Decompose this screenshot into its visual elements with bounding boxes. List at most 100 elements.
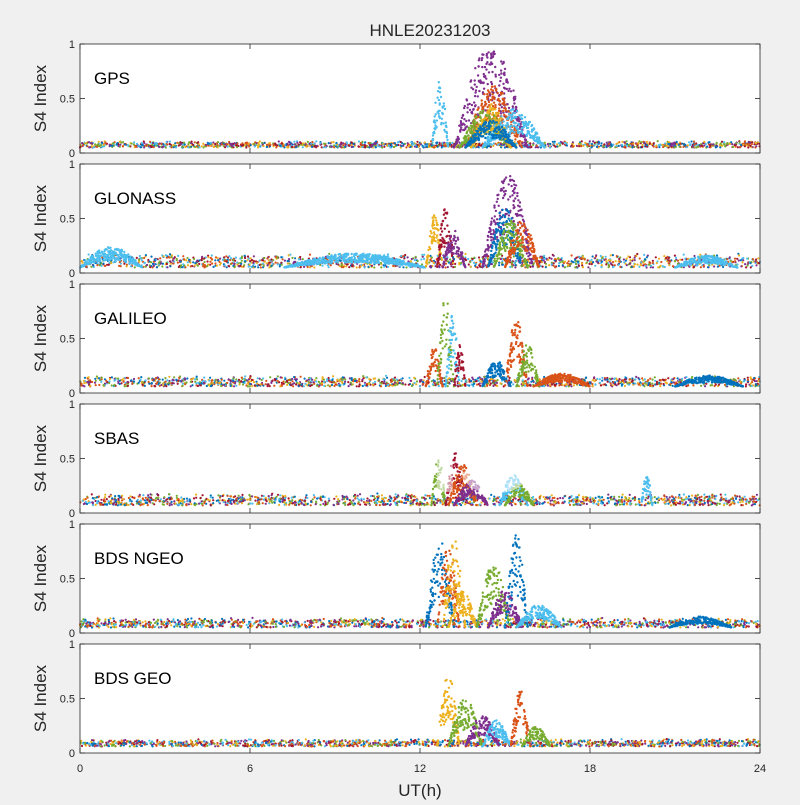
data-point — [373, 266, 375, 268]
data-point — [692, 146, 694, 148]
data-point — [213, 146, 215, 148]
data-point — [578, 256, 580, 258]
data-point — [375, 262, 377, 264]
data-point — [199, 146, 201, 148]
data-point — [621, 144, 623, 146]
data-point — [140, 265, 142, 267]
data-point — [527, 130, 529, 132]
data-point — [103, 250, 105, 252]
data-point — [512, 142, 514, 144]
data-point — [280, 262, 282, 264]
data-point — [619, 266, 621, 268]
data-point — [514, 96, 516, 98]
data-point — [293, 141, 295, 143]
data-point — [296, 264, 298, 266]
data-point — [366, 257, 368, 259]
data-point — [328, 266, 330, 268]
data-point — [166, 141, 168, 143]
data-point — [475, 134, 477, 136]
data-point — [429, 266, 431, 268]
data-point — [480, 129, 482, 131]
data-point — [701, 145, 703, 147]
data-point — [605, 260, 607, 262]
data-point — [493, 98, 495, 100]
data-point — [624, 145, 626, 147]
data-point — [598, 141, 600, 143]
data-point — [262, 259, 264, 261]
data-point — [440, 96, 442, 98]
data-point — [643, 142, 645, 144]
data-point — [529, 134, 531, 136]
data-point — [182, 255, 184, 257]
data-point — [310, 143, 312, 145]
data-point — [553, 255, 555, 257]
data-point — [393, 146, 395, 148]
data-point — [161, 265, 163, 267]
data-point — [503, 72, 505, 74]
data-point — [544, 142, 546, 144]
data-point — [319, 142, 321, 144]
data-point — [105, 256, 107, 258]
data-point — [617, 264, 619, 266]
data-point — [489, 106, 491, 108]
data-point — [121, 256, 123, 258]
data-point — [110, 262, 112, 264]
y-tick-label: 0.5 — [60, 94, 75, 106]
data-point — [442, 122, 444, 124]
data-point — [491, 93, 493, 95]
data-point — [462, 129, 464, 131]
data-point — [662, 146, 664, 148]
data-point — [130, 265, 132, 267]
data-point — [108, 264, 110, 266]
data-point — [166, 266, 168, 268]
data-point — [470, 266, 472, 268]
data-point — [635, 255, 637, 257]
data-point — [466, 107, 468, 109]
data-point — [361, 144, 363, 146]
data-point — [483, 82, 485, 84]
data-point — [112, 261, 114, 263]
data-point — [490, 61, 492, 63]
data-point — [173, 257, 175, 259]
data-point — [716, 146, 718, 148]
data-point — [166, 263, 168, 265]
data-point — [300, 264, 302, 266]
data-point — [474, 138, 476, 140]
data-point — [623, 258, 625, 260]
data-point — [183, 142, 185, 144]
data-point — [487, 142, 489, 144]
data-point — [511, 129, 513, 131]
data-point — [493, 50, 495, 52]
data-point — [664, 266, 666, 268]
data-point — [562, 143, 564, 145]
data-point — [92, 257, 94, 259]
data-point — [486, 93, 488, 95]
data-point — [311, 146, 313, 148]
data-point — [526, 127, 528, 129]
data-point — [201, 145, 203, 147]
data-point — [208, 142, 210, 144]
data-point — [373, 258, 375, 260]
data-point — [498, 134, 500, 136]
data-point — [606, 144, 608, 146]
data-point — [441, 118, 443, 120]
data-point — [500, 117, 502, 119]
data-point — [139, 255, 141, 257]
data-point — [254, 145, 256, 147]
data-point — [163, 255, 165, 257]
data-point — [740, 259, 742, 261]
data-point — [90, 258, 92, 260]
data-point — [648, 264, 650, 266]
data-point — [464, 142, 466, 144]
data-point — [522, 123, 524, 125]
data-point — [461, 117, 463, 119]
data-point — [169, 143, 171, 145]
data-point — [610, 259, 612, 261]
data-point — [345, 265, 347, 267]
data-point — [693, 255, 695, 257]
data-point — [474, 104, 476, 106]
data-point — [600, 266, 602, 268]
data-point — [488, 101, 490, 103]
data-point — [618, 258, 620, 260]
data-point — [675, 257, 677, 259]
